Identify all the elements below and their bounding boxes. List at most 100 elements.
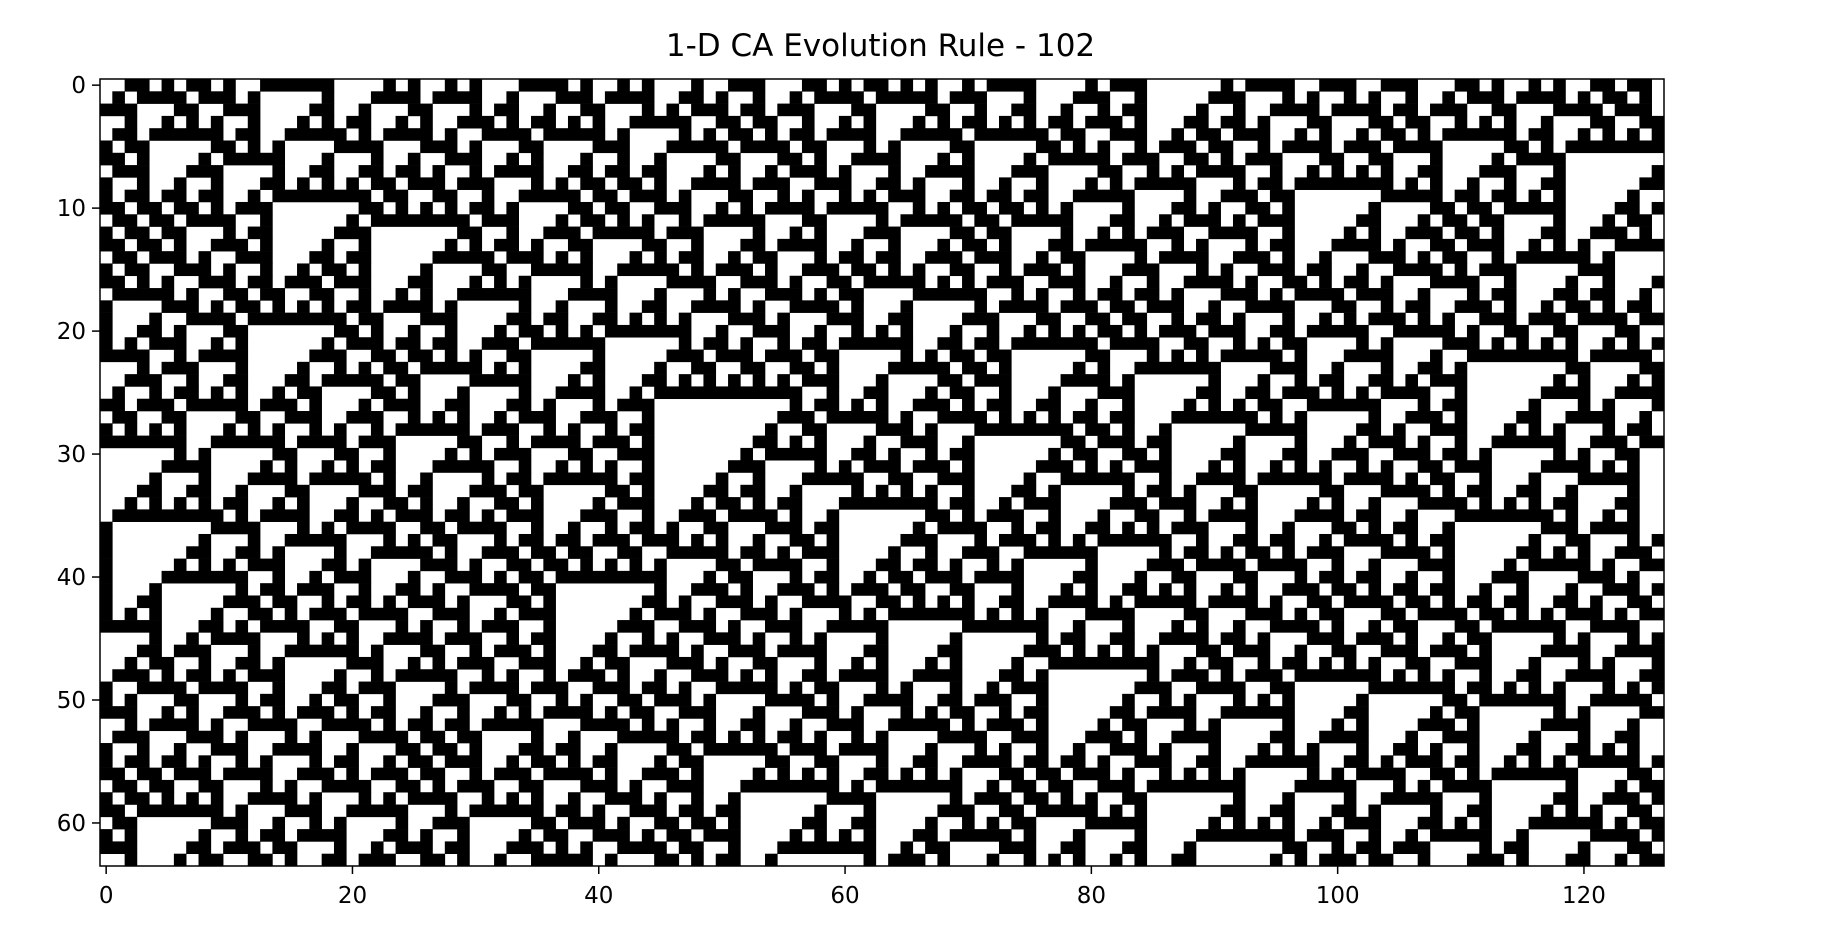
ca-cell-run (1627, 300, 1652, 313)
ca-cell-run (136, 361, 150, 375)
ca-cell-run (838, 607, 852, 621)
ca-cell-run (801, 595, 852, 609)
ca-cell-run (789, 607, 803, 621)
ca-cell-run (506, 251, 544, 264)
ca-cell-run (1282, 140, 1332, 154)
ca-cell-run (432, 583, 446, 596)
ca-cell-run (247, 558, 286, 572)
ca-cell-run (604, 706, 618, 719)
ca-cell-run (297, 435, 347, 449)
ca-cell-run (198, 447, 212, 461)
ca-cell-run (432, 460, 495, 473)
ca-cell-run (1466, 853, 1505, 867)
ca-cell-run (604, 300, 618, 313)
ca-cell-run (789, 361, 815, 375)
ca-cell-run (260, 620, 310, 633)
ca-cell-run (457, 521, 507, 535)
ca-cell-run (1097, 288, 1123, 301)
ca-cell-run (703, 632, 741, 645)
ca-cell-run (333, 140, 384, 154)
ca-cell-run (1294, 177, 1394, 190)
ca-cell-run (654, 177, 667, 190)
ca-cell-run (444, 681, 458, 695)
ca-cell-run (629, 115, 692, 129)
x-tick-label: 80 (1077, 883, 1106, 909)
ca-cell-run (715, 115, 741, 129)
ca-cell-run (1442, 337, 1480, 350)
ca-cell-run (1097, 140, 1111, 154)
ca-cell-run (1565, 607, 1603, 621)
ca-cell-run (678, 91, 704, 104)
ca-cell-run (1011, 521, 1024, 535)
ca-cell-run (555, 91, 593, 104)
ca-cell-run (1146, 226, 1185, 240)
ca-cell-run (604, 558, 618, 572)
ca-cell-run (1528, 533, 1542, 547)
ca-cell-run (715, 324, 729, 338)
ca-cell-run (1196, 620, 1209, 633)
ca-cell-run (875, 755, 889, 768)
ca-cell-run (100, 570, 113, 584)
ca-cell-run (1417, 853, 1431, 867)
ca-cell-run (1491, 251, 1505, 264)
ca-cell-run (1393, 620, 1418, 633)
ca-cell-run (100, 804, 125, 818)
ca-cell-run (1072, 140, 1086, 154)
ca-cell-run (641, 509, 655, 522)
ca-cell-run (715, 595, 753, 609)
ca-cell-run (666, 829, 692, 842)
ca-cell-run (1343, 792, 1357, 805)
ca-cell-run (1356, 509, 1382, 522)
ca-cell-run (740, 484, 766, 498)
ca-cell-run (309, 472, 372, 486)
ca-cell-run (580, 103, 606, 117)
ca-cell-run (186, 792, 199, 805)
ca-cell-run (1122, 312, 1148, 326)
ca-cell-run (1454, 460, 1492, 473)
ca-cell-run (678, 509, 717, 522)
ca-cell-run (1085, 312, 1111, 326)
ca-cell-run (617, 214, 630, 227)
ca-cell-run (555, 460, 569, 473)
ca-cell-run (580, 411, 618, 424)
ca-cell-run (937, 521, 987, 535)
ca-cell-run (838, 165, 852, 178)
ca-cell-run (1232, 214, 1246, 227)
x-tick-label: 40 (584, 883, 613, 909)
ca-cell-run (1306, 595, 1332, 609)
ca-cell-run (235, 337, 249, 350)
ca-cell-run (1146, 435, 1172, 449)
ca-cell-run (900, 706, 914, 719)
ca-cell-run (1085, 349, 1111, 363)
ca-cell-run (1023, 853, 1037, 867)
ca-cell-run (297, 386, 322, 400)
ca-cell-run (740, 718, 766, 732)
ca-cell-run (1269, 804, 1295, 818)
ca-cell-run (728, 730, 741, 744)
ca-cell-run (1196, 755, 1221, 768)
ca-cell-run (617, 620, 655, 633)
ca-cell-run (1503, 177, 1517, 190)
ca-cell-run (949, 497, 975, 510)
ca-cell-run (1651, 583, 1665, 596)
ca-cell-run (888, 718, 951, 732)
ca-cell-run (284, 804, 322, 818)
ca-cell-run (444, 238, 458, 252)
ca-cell-run (1540, 226, 1566, 240)
ca-cell-run (765, 521, 803, 535)
ca-cell-run (1319, 79, 1357, 92)
ca-cell-run (321, 337, 335, 350)
ca-cell-run (235, 386, 249, 400)
ca-cell-run (912, 829, 938, 842)
ca-cell-run (1134, 140, 1148, 154)
ca-cell-run (863, 79, 889, 92)
ca-cell-run (1097, 103, 1111, 117)
ca-cell-run (370, 460, 396, 473)
ca-cell-run (395, 779, 421, 793)
ca-cell-run (752, 656, 778, 670)
ca-cell-run (1590, 804, 1603, 818)
ca-cell-run (198, 779, 224, 793)
ca-cell-run (1220, 632, 1246, 645)
ca-cell-run (974, 103, 987, 117)
ca-cell-run (100, 533, 113, 547)
